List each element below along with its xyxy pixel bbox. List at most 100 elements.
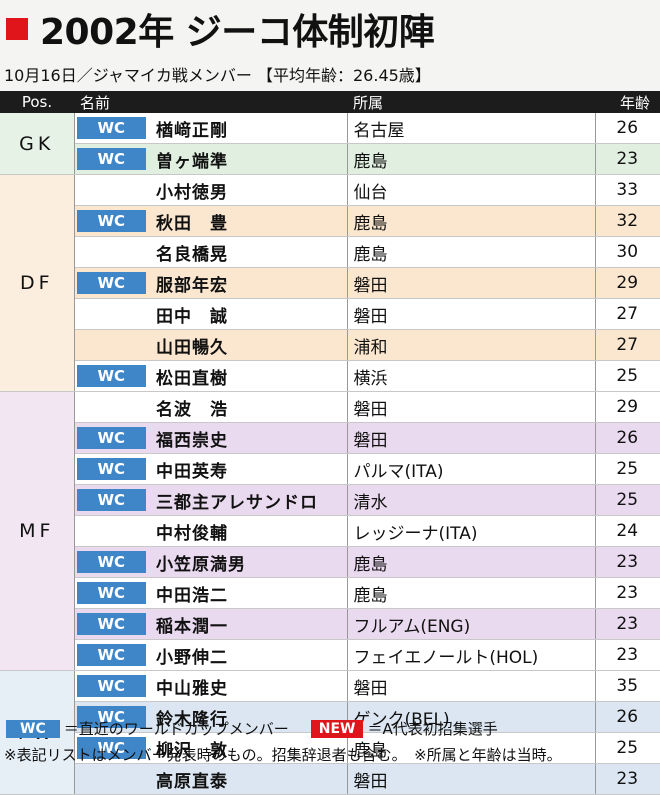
- player-club: パルマ(ITA): [347, 453, 596, 485]
- wc-badge: WC: [76, 737, 146, 759]
- position-label: DF: [0, 174, 75, 392]
- table-row: WC 小野伸二 フェイエノールト(HOL) 23: [0, 639, 660, 671]
- col-header-club: 所属: [347, 91, 596, 113]
- player-club: 鹿島: [347, 577, 596, 609]
- player-age: 29: [595, 267, 660, 299]
- col-header-age: 年齢: [595, 91, 660, 113]
- player-club: フルアム(ENG): [347, 608, 596, 640]
- wc-cell: [74, 515, 150, 547]
- player-club: 仙台: [347, 174, 596, 206]
- wc-cell: WC: [74, 701, 150, 733]
- player-name: 松田直樹: [150, 360, 348, 392]
- wc-badge: WC: [76, 613, 146, 635]
- wc-cell: WC: [74, 577, 150, 609]
- player-club: 鹿島: [347, 732, 596, 764]
- player-age: 23: [595, 143, 660, 175]
- table-header-row: Pos. 名前 所属 年齢: [0, 91, 660, 113]
- wc-badge: WC: [76, 427, 146, 449]
- player-name: 小野伸二: [150, 639, 348, 671]
- player-age: 33: [595, 174, 660, 206]
- player-club: 磐田: [347, 763, 596, 795]
- player-name: 小村徳男: [150, 174, 348, 206]
- roster-table: Pos. 名前 所属 年齢 GK WC 楢﨑正剛 名古屋 26 WC 曽ヶ端準 鹿島 23 DF 小…: [0, 91, 660, 795]
- wc-cell: [74, 329, 150, 361]
- wc-cell: WC: [74, 639, 150, 671]
- legend-new-text: ＝A代表初招集選手: [367, 720, 498, 738]
- player-age: 25: [595, 484, 660, 516]
- legend: WC ＝直近のワールドカップメンバー NEW ＝A代表初招集選手: [6, 718, 498, 739]
- player-age: 23: [595, 763, 660, 795]
- player-club: 鹿島: [347, 205, 596, 237]
- player-name: 中田英寿: [150, 453, 348, 485]
- table-row: WC 松田直樹 横浜 25: [0, 360, 660, 392]
- table-row: FWWC中山雅史磐田35: [0, 670, 660, 795]
- player-age: 25: [595, 360, 660, 392]
- player-club: 鹿島: [347, 236, 596, 268]
- wc-cell: [74, 391, 150, 423]
- player-club: 浦和: [347, 329, 596, 361]
- wc-badge: WC: [76, 489, 146, 511]
- footnote: ※表記リストはメンバー発表時のもの。招集辞退者も含む。 ※所属と年齢は当時。: [4, 746, 562, 764]
- wc-cell: WC: [74, 453, 150, 485]
- wc-cell: [74, 236, 150, 268]
- player-name: 高原直泰: [150, 763, 348, 795]
- table-row: 中村俊輔 レッジーナ(ITA) 24: [0, 515, 660, 547]
- table-row: WC 稲本潤一 フルアム(ENG) 23: [0, 608, 660, 640]
- wc-cell: WC: [74, 670, 150, 702]
- wc-cell: WC: [74, 732, 150, 764]
- wc-cell: WC: [74, 422, 150, 454]
- wc-badge: WC: [76, 148, 146, 170]
- player-name: 名良橋晃: [150, 236, 348, 268]
- player-name: 秋田 豊: [150, 205, 348, 237]
- player-name: 楢﨑正剛: [150, 113, 348, 144]
- player-age: 23: [595, 577, 660, 609]
- player-age: 25: [595, 732, 660, 764]
- player-age: 30: [595, 236, 660, 268]
- player-name: 中山雅史: [150, 670, 348, 702]
- wc-badge: WC: [76, 272, 146, 294]
- table-row: 名良橋晃 鹿島 30: [0, 236, 660, 268]
- wc-cell: [74, 174, 150, 206]
- red-square-icon: [6, 18, 28, 40]
- wc-cell: WC: [74, 484, 150, 516]
- player-name: 中田浩二: [150, 577, 348, 609]
- wc-badge: WC: [76, 117, 146, 139]
- player-age: 27: [595, 329, 660, 361]
- player-name: 三都主アレサンドロ: [150, 484, 348, 516]
- wc-cell: [74, 298, 150, 330]
- legend-wc-text: ＝直近のワールドカップメンバー: [63, 720, 289, 738]
- table-row: 山田暢久 浦和 27: [0, 329, 660, 361]
- table-row: WC 服部年宏 磐田 29: [0, 267, 660, 299]
- table-row: WC 三都主アレサンドロ 清水 25: [0, 484, 660, 516]
- wc-cell: [74, 763, 150, 795]
- table-row: GK WC 楢﨑正剛 名古屋 26: [0, 113, 660, 175]
- wc-cell: WC: [74, 143, 150, 175]
- position-label: GK: [0, 113, 75, 175]
- player-age: 26: [595, 701, 660, 733]
- wc-cell: WC: [74, 608, 150, 640]
- player-club: フェイエノールト(HOL): [347, 639, 596, 671]
- subtitle: 10月16日／ジャマイカ戦メンバー 【平均年齢：26.45歳】: [4, 66, 431, 85]
- wc-badge: WC: [76, 551, 146, 573]
- player-age: 26: [595, 113, 660, 144]
- player-club: 磐田: [347, 422, 596, 454]
- player-club: 磐田: [347, 391, 596, 423]
- player-club: 横浜: [347, 360, 596, 392]
- wc-badge: WC: [76, 706, 146, 728]
- table-row: WC 中田浩二 鹿島 23: [0, 577, 660, 609]
- table-row: WC 秋田 豊鹿島 32: [0, 205, 660, 237]
- player-club: 鹿島: [347, 546, 596, 578]
- player-age: 23: [595, 639, 660, 671]
- player-name: 名波 浩: [150, 391, 348, 423]
- position-label: MF: [0, 391, 75, 671]
- wc-badge: WC: [76, 582, 146, 604]
- player-name: 稲本潤一: [150, 608, 348, 640]
- table-row: 高原直泰 磐田 23: [0, 763, 660, 795]
- table-row: MF 名波 浩磐田 29: [0, 391, 660, 671]
- player-name: 柳沢 敦: [150, 732, 348, 764]
- player-club: 磐田: [347, 267, 596, 299]
- player-age: 35: [595, 670, 660, 702]
- player-name: 服部年宏: [150, 267, 348, 299]
- player-age: 24: [595, 515, 660, 547]
- player-club: 清水: [347, 484, 596, 516]
